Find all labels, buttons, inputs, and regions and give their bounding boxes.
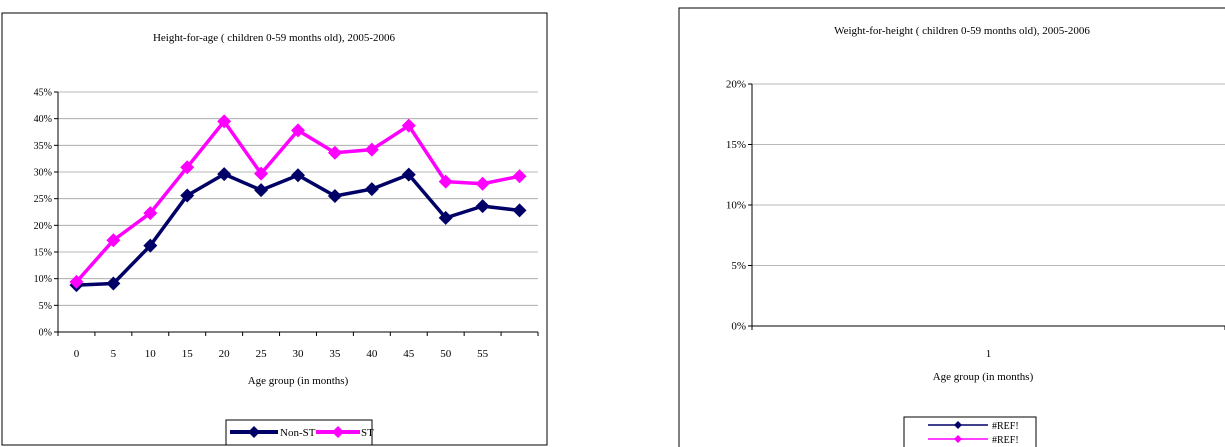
chart1-point — [327, 189, 342, 203]
chart1-series — [69, 114, 527, 293]
chart1-point — [217, 114, 232, 129]
chart1-x-tick-label: 5 — [111, 348, 117, 360]
chart2-legend-label-series-1: #REF! — [992, 421, 1019, 432]
chart1-y-tick-label: 35% — [34, 141, 52, 152]
chart1-x-tick-label: 45 — [403, 348, 415, 360]
chart2-title: Weight-for-height ( children 0-59 months… — [834, 25, 1090, 37]
chart2-y-tick-label: 0% — [731, 321, 746, 333]
chart1-point — [512, 169, 527, 184]
chart1-y-tick-label: 15% — [34, 248, 52, 259]
chart1-point — [291, 168, 305, 183]
chart2: Weight-for-height ( children 0-59 months… — [678, 7, 1225, 447]
chart1-point — [106, 233, 121, 248]
chart1-y-tick-label: 45% — [34, 88, 52, 99]
chart1-legend-marker-non-st — [248, 426, 260, 438]
chart1-point — [143, 206, 158, 221]
chart2-y-tick-label: 5% — [731, 260, 746, 272]
chart1-point — [512, 203, 527, 218]
chart1-point — [364, 142, 379, 157]
chart2-legend-label-series-2: #REF! — [992, 435, 1019, 446]
chart2-legend-box — [903, 416, 1037, 447]
chart1-y-tick-label: 25% — [34, 194, 52, 205]
chart1-y-tick-label: 20% — [34, 221, 52, 232]
chart1-x-tick-label: 35 — [329, 348, 341, 360]
chart1-point — [106, 276, 121, 291]
chart1-series-line-1 — [76, 172, 520, 287]
chart1-legend-label-non-st: Non-ST — [280, 427, 316, 439]
chart1-point — [475, 176, 490, 191]
chart1-legend-label-st: ST — [361, 427, 374, 439]
chart1-x-tick-label: 15 — [182, 348, 194, 360]
chart1-point — [401, 118, 416, 133]
chart1-point — [401, 167, 416, 182]
chart2-frame — [678, 7, 1225, 447]
chart1-x-tick-label: 0 — [74, 348, 80, 360]
chart2-legend: #REF! #REF! — [903, 416, 1037, 447]
chart1: Height-for-age ( children 0-59 months ol… — [1, 12, 548, 446]
chart2-x-axis-label: Age group (in months) — [933, 371, 1034, 383]
chart2-y-tick-label: 20% — [726, 79, 746, 91]
chart1-y-tick-label: 5% — [39, 301, 52, 312]
chart1-x-tick-label: 50 — [440, 348, 452, 360]
chart1-point — [180, 188, 195, 203]
chart1-point — [327, 145, 342, 160]
chart1-x-tick-label: 55 — [477, 348, 489, 360]
chart2-y-axis: 0% 5% 10% 15% 20% — [726, 79, 753, 333]
chart1-x-tick-label: 10 — [145, 348, 157, 360]
chart2-legend-marker-series-2 — [954, 435, 962, 443]
chart1-point — [475, 199, 490, 214]
chart1-point — [143, 238, 158, 253]
chart2-y-tick-label: 15% — [726, 139, 746, 151]
chart2-legend-marker-series-1 — [954, 421, 962, 429]
chart2-x-tick-label: 1 — [986, 348, 992, 360]
chart1-x-tick-label: 30 — [293, 348, 305, 360]
chart2-y-tick-label: 10% — [726, 200, 746, 212]
chart1-y-tick-label: 0% — [39, 328, 52, 339]
chart1-x-axis-label: Age group (in months) — [248, 375, 349, 387]
chart1-point — [438, 174, 453, 189]
chart1-x-tick-label: 20 — [219, 348, 231, 360]
chart1-point — [254, 183, 269, 198]
chart1-y-tick-label: 40% — [34, 114, 52, 125]
chart1-x-tick-label: 25 — [256, 348, 268, 360]
chart1-x-tick-label: 40 — [366, 348, 378, 360]
chart1-y-tick-label: 30% — [34, 168, 52, 179]
chart1-point — [254, 166, 269, 181]
chart1-point — [180, 160, 195, 175]
chart1-y-tick-label: 10% — [34, 274, 52, 285]
chart2-x-axis: 1 — [751, 325, 1225, 360]
chart1-x-axis: 0 5 10 15 20 25 30 35 40 45 50 55 — [57, 331, 539, 360]
chart1-legend: Non-ST ST — [225, 419, 374, 446]
chart1-y-axis: 0% 5% 10% 15% 20% 25% 30% 35% 40% 45% — [34, 88, 59, 339]
chart1-point — [69, 274, 84, 289]
chart1-title: Height-for-age ( children 0-59 months ol… — [153, 32, 396, 44]
chart2-grid — [752, 83, 1225, 266]
chart1-point — [217, 167, 232, 182]
chart1-legend-marker-st — [332, 426, 344, 438]
chart1-point — [364, 182, 379, 197]
chart1-point — [291, 123, 305, 138]
chart1-point — [438, 210, 453, 225]
chart1-grid — [58, 91, 538, 306]
